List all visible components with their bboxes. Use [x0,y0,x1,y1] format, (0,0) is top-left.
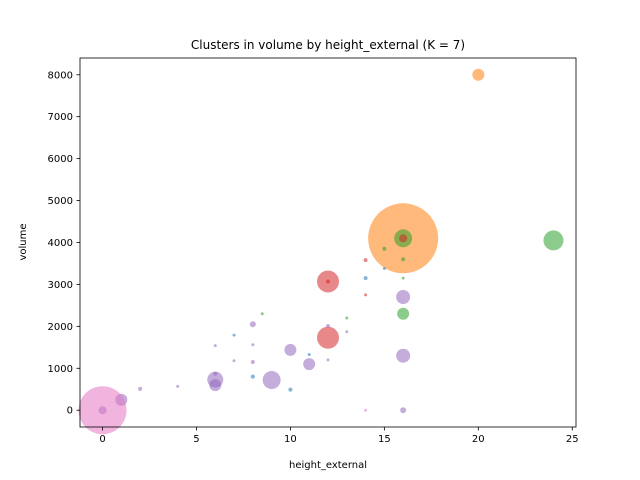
scatter-point-4-19 [400,407,407,414]
scatter-point-1-3 [382,246,387,251]
y-tick-label-0: 0 [67,406,73,417]
scatter-point-1-0 [543,230,564,251]
scatter-point-4-3 [303,358,316,371]
x-tick-label-3: 15 [378,434,391,445]
y-axis-label: volume [18,223,29,260]
scatter-point-4-8 [249,321,256,328]
scatter-point-4-16 [213,371,218,376]
y-axis-ticks: 0 1000 2000 3000 4000 5000 6000 7000 8000 [48,70,80,417]
scatter-point-1-6 [345,316,349,320]
x-axis-label: height_external [289,460,367,471]
scatter-point-4-11 [326,358,330,362]
scatter-point-2-2 [399,234,408,243]
scatter-point-4-9 [326,323,330,328]
y-tick-label-3: 3000 [48,280,73,291]
scatter-point-4-15 [250,360,255,365]
scatter-point-2-3 [363,258,368,263]
chart-title: Clusters in volume by height_external (K… [191,38,465,52]
scatter-point-5-0 [78,386,127,435]
scatter-point-1-7 [260,312,264,316]
x-axis-ticks: 0 5 10 15 20 25 [99,427,579,445]
scatter-point-1-2 [397,307,410,320]
y-tick-label-8: 8000 [48,70,73,81]
scatter-point-1-4 [401,257,406,262]
y-tick-label-7: 7000 [48,112,73,123]
scatter-point-3-2 [307,352,311,356]
x-tick-label-0: 0 [99,434,105,445]
y-tick-label-4: 4000 [48,238,73,249]
scatter-point-4-2 [284,343,297,356]
scatter-point-4-6 [209,379,222,392]
scatter-point-0-0 [472,68,485,81]
scatter-point-2-5 [326,279,330,284]
scatter-point-4-14 [232,359,236,363]
scatter-point-4-10 [345,330,349,334]
y-tick-label-1: 1000 [48,364,73,375]
scatter-point-3-0 [363,276,368,281]
scatter-point-3-1 [382,267,386,270]
scatter-point-4-17 [138,386,143,391]
scatter-point-4-12 [251,343,255,347]
scatter-point-4-4 [262,371,281,390]
scatter-point-2-4 [364,293,368,297]
x-tick-label-5: 25 [566,434,579,445]
y-tick-label-5: 5000 [48,196,73,207]
y-tick-label-2: 2000 [48,322,73,333]
points-layer [78,68,564,435]
scatter-point-1-5 [401,276,405,280]
scatter-point-2-1 [317,326,339,349]
scatter-point-3-4 [250,374,255,379]
x-tick-label-1: 5 [193,434,199,445]
scatter-point-5-1 [364,408,368,412]
scatter-point-4-1 [396,348,411,363]
scatter-point-4-18 [176,384,180,388]
x-tick-label-2: 10 [284,434,297,445]
x-tick-label-4: 20 [472,434,485,445]
scatter-point-3-3 [232,333,236,337]
y-tick-label-6: 6000 [48,154,73,165]
scatter-point-4-0 [396,290,411,305]
scatter-point-3-5 [288,387,293,392]
scatter-point-4-13 [213,344,217,348]
